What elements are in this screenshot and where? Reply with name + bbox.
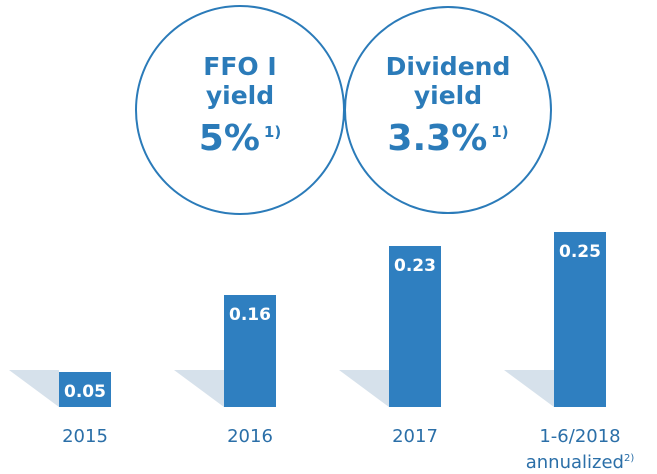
kpi-number: 5% (198, 118, 260, 159)
bar-shadow (339, 370, 389, 407)
bar (224, 295, 276, 407)
kpi: FFO I yield 5% 1) (165, 52, 315, 161)
x-tick-label: 1-6/2018 annualized2) (525, 426, 635, 473)
value-label: 0.25 (559, 242, 601, 262)
footnote: 2) (623, 453, 635, 464)
kpi-value: 3.3% 1) (373, 110, 523, 161)
kpi-note: 1) (263, 123, 282, 141)
bar-shadow (9, 370, 59, 407)
kpi-note: 1) (491, 123, 509, 141)
kpi-circle (344, 6, 552, 214)
value-label: 0.05 (64, 382, 106, 402)
kpi-label: Dividend yield (385, 52, 511, 110)
bar (389, 246, 441, 407)
kpi: Dividend yield 3.3% 1) (373, 52, 523, 161)
x-tick-label: 2015 (62, 426, 108, 447)
bar-shadow (504, 370, 554, 407)
bar (554, 232, 606, 407)
x-tick-label: 2016 (227, 426, 273, 447)
value-label: 0.16 (229, 305, 271, 325)
value-label: 0.23 (394, 256, 436, 276)
kpi-value: 5% 1) (165, 110, 315, 161)
bar (59, 372, 111, 407)
bar-shadow (174, 370, 224, 407)
kpi-number: 3.3% (387, 118, 488, 159)
x-tick-label: 2017 (392, 426, 438, 447)
kpi-label: FFO I yield (203, 52, 277, 110)
